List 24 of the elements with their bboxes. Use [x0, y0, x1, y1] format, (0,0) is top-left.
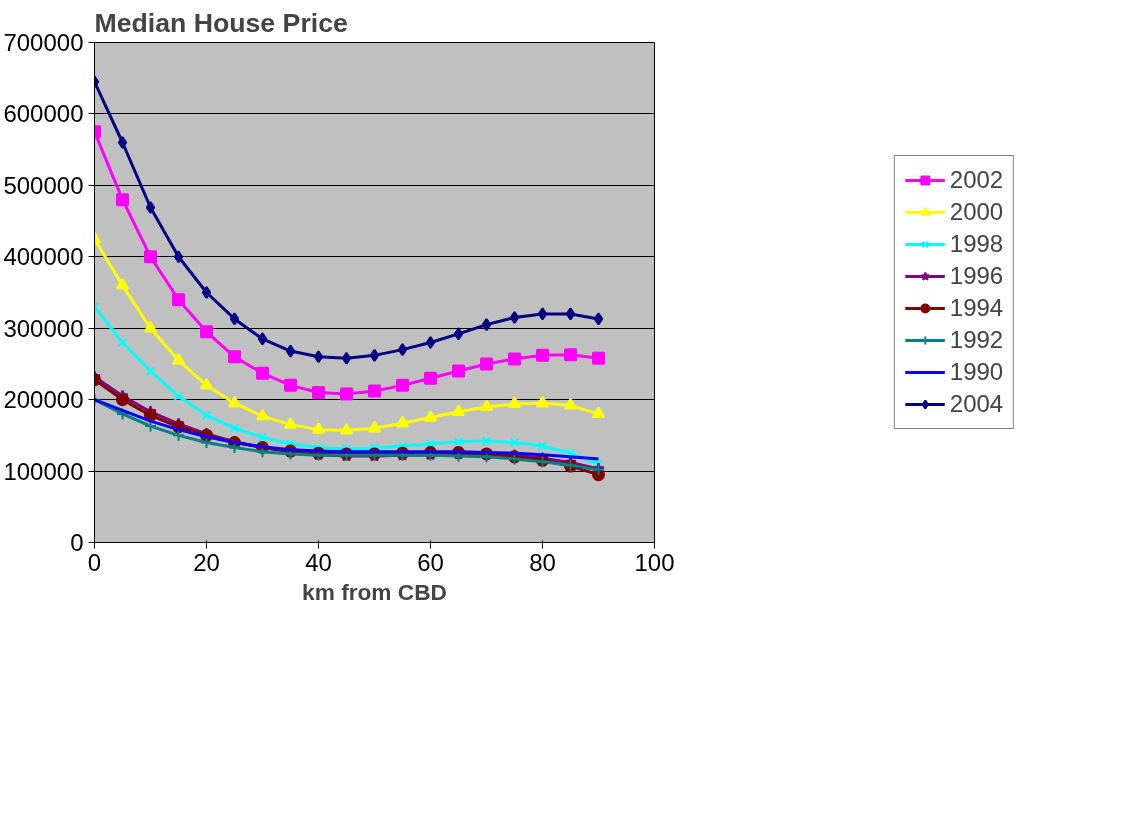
y-tick-label: 500000 — [3, 171, 84, 199]
y-tick-label: 0 — [70, 529, 84, 556]
x-tick-label: 0 — [87, 548, 102, 576]
y-tick-label: 700000 — [3, 29, 84, 56]
chart-title: Median House Price — [94, 7, 348, 38]
legend-label: 1998 — [949, 230, 1004, 258]
x-axis-title: km from CBD — [302, 578, 447, 605]
x-tick-label: 80 — [529, 548, 556, 576]
y-tick-label: 400000 — [3, 243, 84, 271]
legend-label: 2004 — [949, 390, 1004, 418]
x-tick-label: 60 — [417, 548, 444, 576]
legend-label: 1990 — [949, 358, 1004, 386]
legend-label: 2000 — [949, 198, 1004, 226]
legend-label: 1992 — [949, 326, 1004, 354]
legend-label: 1994 — [949, 294, 1004, 322]
y-tick-label: 300000 — [3, 314, 84, 342]
x-tick-label: 100 — [634, 548, 675, 576]
x-tick-label: 20 — [193, 548, 220, 576]
x-tick-label: 40 — [305, 548, 332, 576]
y-tick-label: 100000 — [3, 457, 84, 485]
y-tick-label: 200000 — [3, 386, 84, 414]
legend-label: 1996 — [949, 262, 1004, 290]
legend-label: 2002 — [949, 166, 1004, 194]
y-tick-label: 600000 — [3, 100, 84, 128]
